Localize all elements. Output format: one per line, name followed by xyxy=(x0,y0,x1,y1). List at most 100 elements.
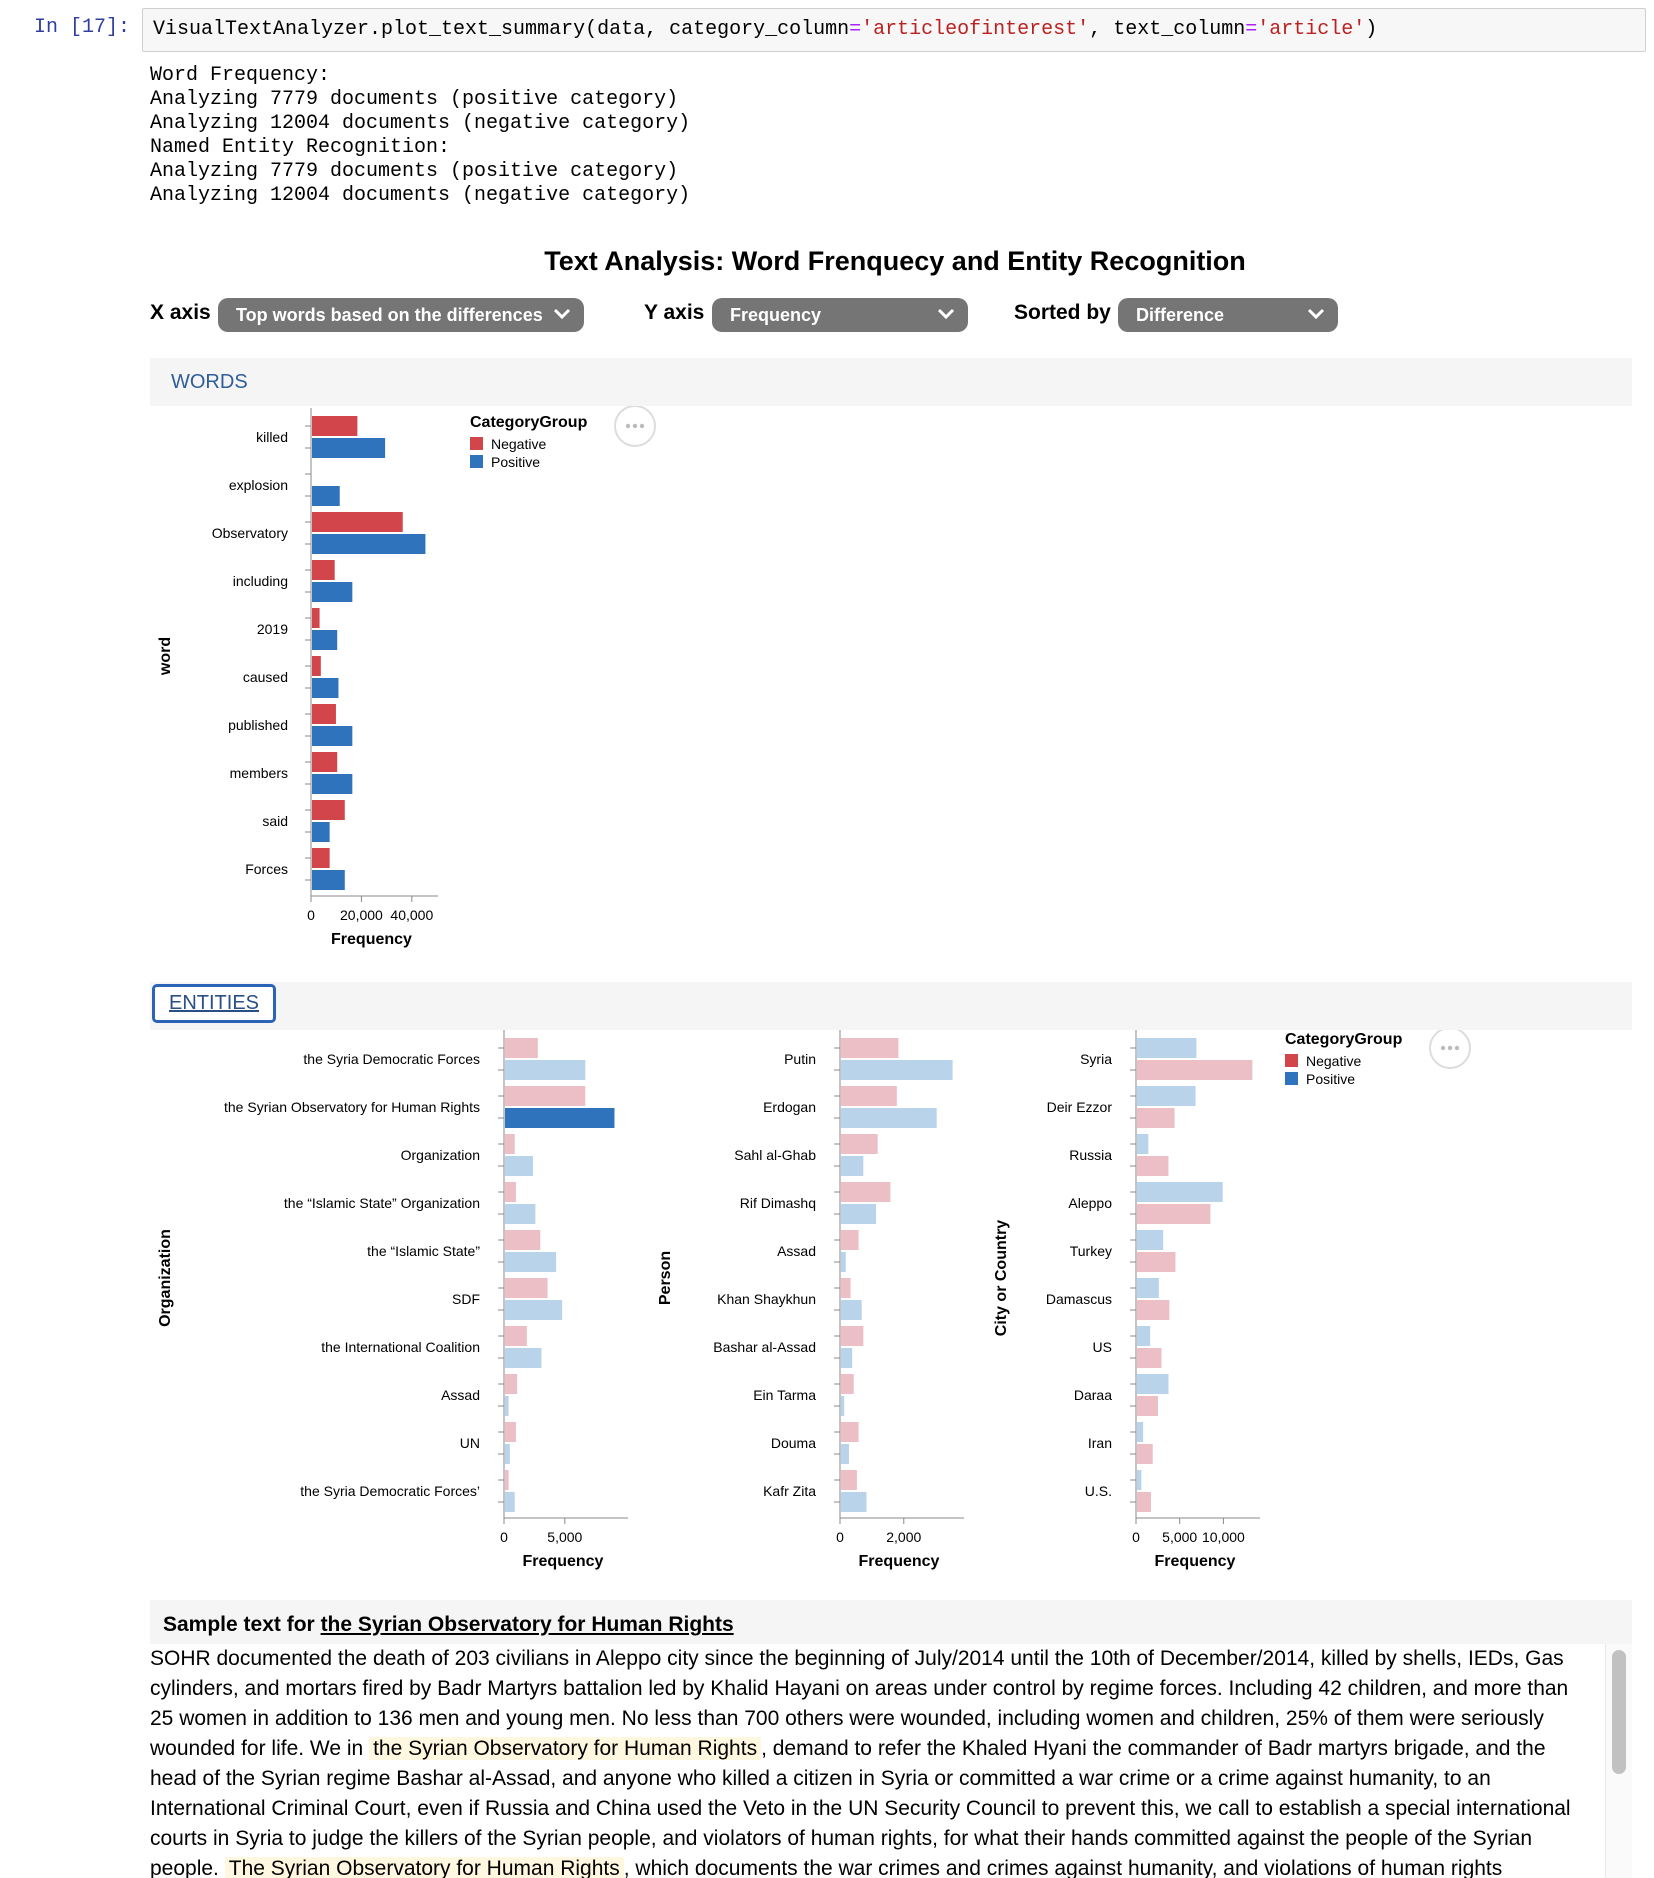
bar xyxy=(1137,1348,1162,1368)
tick-label: members xyxy=(230,765,288,781)
bar xyxy=(841,1108,937,1128)
y-axis-label: City or Country xyxy=(993,1220,1010,1337)
output-line: Named Entity Recognition: xyxy=(150,136,451,159)
tab-words[interactable]: WORDS xyxy=(171,371,248,393)
bar xyxy=(1137,1396,1158,1416)
bar xyxy=(505,1422,516,1442)
tick-label: 20,000 xyxy=(340,907,383,923)
bar xyxy=(841,1300,862,1320)
more-icon xyxy=(1440,1045,1446,1051)
bar xyxy=(505,1300,563,1320)
tick-label: the International Coalition xyxy=(321,1339,480,1355)
bar xyxy=(841,1204,877,1224)
tick-label: Turkey xyxy=(1070,1243,1112,1259)
bar xyxy=(505,1396,509,1416)
organization-chart: the Syria Democratic Forces the Syrian Ob… xyxy=(157,1030,628,1570)
bar xyxy=(505,1230,541,1250)
chevron-down-icon xyxy=(553,308,571,320)
tick-label: 0 xyxy=(307,907,315,923)
tick-label: 0 xyxy=(500,1529,508,1545)
bar xyxy=(1137,1252,1176,1272)
legend-swatch xyxy=(470,455,483,468)
tick-label: 5,000 xyxy=(1162,1529,1197,1545)
bar xyxy=(841,1492,867,1512)
x-axis-value: Top words based on the differences xyxy=(236,305,543,325)
chevron-down-icon xyxy=(937,308,955,320)
tick-label: 2019 xyxy=(257,621,288,637)
tick-label: Bashar al-Assad xyxy=(713,1339,816,1355)
y-axis-dropdown[interactable]: Frequency xyxy=(712,298,968,332)
tick-label: Deir Ezzor xyxy=(1047,1099,1113,1115)
more-icon xyxy=(632,423,638,429)
code-operator: = xyxy=(1245,18,1258,41)
tick-label: Khan Shaykhun xyxy=(717,1291,816,1307)
tick-label: Iran xyxy=(1088,1435,1112,1451)
legend-label: Negative xyxy=(491,436,546,452)
bar xyxy=(312,848,330,868)
bar xyxy=(505,1060,586,1080)
bar xyxy=(841,1086,897,1106)
sample-paragraph: , which documents the war crimes and cri… xyxy=(623,1857,1503,1878)
bar xyxy=(1137,1300,1170,1320)
more-icon xyxy=(1447,1045,1453,1051)
more-icon xyxy=(639,423,645,429)
tick-label: Rif Dimashq xyxy=(740,1195,816,1211)
x-axis-dropdown[interactable]: Top words based on the differences xyxy=(218,298,584,332)
entities-chart: the Syria Democratic Forces the Syrian Ob… xyxy=(157,1030,1471,1570)
entity-highlight: The Syrian Observatory for Human Rights xyxy=(224,1857,624,1878)
city-or-country-chart: Syria Deir Ezzor Russia Aleppo Turkey Damascu… xyxy=(993,1030,1260,1570)
legend-title: CategoryGroup xyxy=(1285,1031,1403,1048)
page-title: Text Analysis: Word Frenquecy and Entity… xyxy=(544,246,1246,276)
bar xyxy=(312,704,336,724)
tick-label: said xyxy=(262,813,288,829)
bar xyxy=(841,1182,891,1202)
code-cell[interactable]: VisualTextAnalyzer.plot_text_summary(dat… xyxy=(142,8,1646,52)
bar xyxy=(1137,1444,1153,1464)
tick-label: 10,000 xyxy=(1202,1529,1245,1545)
bar xyxy=(505,1374,518,1394)
output-line: Analyzing 12004 documents (negative cate… xyxy=(150,112,691,135)
legend-label: Negative xyxy=(1306,1053,1361,1069)
tick-label: Russia xyxy=(1069,1147,1112,1163)
bar xyxy=(505,1086,586,1106)
more-icon xyxy=(1454,1045,1460,1051)
tick-label: U.S. xyxy=(1085,1483,1112,1499)
bar xyxy=(312,630,338,650)
words-chart: killed explosion Observatory including 2019 c… xyxy=(157,406,656,948)
tick-label: Ein Tarma xyxy=(753,1387,816,1403)
bar xyxy=(312,800,345,820)
entity-highlight: the Syrian Observatory for Human Rights xyxy=(369,1737,762,1760)
tick-label: explosion xyxy=(229,477,288,493)
bar xyxy=(505,1492,515,1512)
sample-entity-link[interactable]: the Syrian Observatory for Human Rights xyxy=(320,1613,734,1636)
sample-paragraph: , demand to refer the Khaled Hyani the c… xyxy=(150,1737,1571,1878)
bar xyxy=(505,1182,516,1202)
output-line: Analyzing 12004 documents (negative cate… xyxy=(150,184,691,207)
tick-label: the “Islamic State” xyxy=(367,1243,480,1259)
bar xyxy=(312,416,358,436)
bar xyxy=(312,656,321,676)
tick-label: 0 xyxy=(836,1529,844,1545)
tick-label: Observatory xyxy=(212,525,288,541)
tick-label: 40,000 xyxy=(390,907,433,923)
bar xyxy=(312,560,335,580)
bar xyxy=(1137,1156,1169,1176)
output-line: Word Frequency: xyxy=(150,64,331,87)
words-tab-bar xyxy=(150,358,1632,406)
bar xyxy=(312,438,386,458)
bar xyxy=(505,1204,536,1224)
output-line: Analyzing 7779 documents (positive categ… xyxy=(150,88,679,111)
tick-label: 5,000 xyxy=(547,1529,582,1545)
tick-label: Assad xyxy=(777,1243,816,1259)
person-chart: Putin Erdogan Sahl al-Ghab Rif Dimashq Assad… xyxy=(657,1030,964,1570)
x-axis-label: Frequency xyxy=(331,931,412,948)
tick-label: SDF xyxy=(452,1291,480,1307)
tab-entities[interactable]: ENTITIES xyxy=(152,984,277,1023)
tick-label: the Syria Democratic Forces xyxy=(303,1051,480,1067)
bar xyxy=(505,1470,509,1490)
sample-scrollbar[interactable] xyxy=(1605,1644,1632,1878)
sort-dropdown[interactable]: Difference xyxy=(1118,298,1338,332)
cell-prompt: In [17]: xyxy=(34,16,131,39)
scrollbar-thumb[interactable] xyxy=(1612,1650,1626,1774)
y-axis-label: Y axis xyxy=(644,301,705,324)
